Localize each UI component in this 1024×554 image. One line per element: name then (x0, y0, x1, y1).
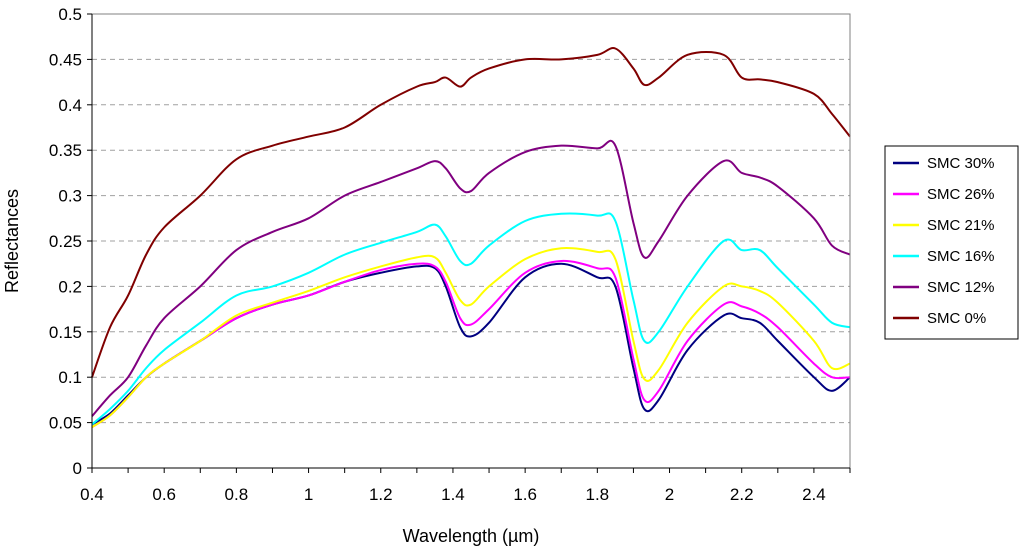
legend-label: SMC 0% (927, 310, 986, 327)
x-tick-label: 2.2 (730, 485, 754, 504)
x-tick-label: 1.2 (369, 485, 393, 504)
x-tick-label: 1.6 (513, 485, 537, 504)
y-tick-label: 0.4 (58, 96, 82, 115)
y-tick-label: 0.35 (49, 141, 82, 160)
y-axis-title: Reflectances (2, 189, 22, 293)
legend-label: SMC 30% (927, 155, 995, 172)
series-line-smc-16 (91, 212, 851, 426)
y-tick-label: 0 (73, 459, 82, 478)
x-tick-label: 1.8 (586, 485, 610, 504)
y-tick-label: 0.05 (49, 414, 82, 433)
series-line-smc-0 (91, 47, 851, 378)
legend-label: SMC 21% (927, 217, 995, 234)
y-tick-label: 0.3 (58, 187, 82, 206)
x-tick-label: 2.4 (802, 485, 826, 504)
y-tick-label: 0.15 (49, 323, 82, 342)
x-tick-label: 1 (304, 485, 313, 504)
legend-box (884, 145, 1019, 340)
x-tick-label: 0.6 (152, 485, 176, 504)
y-tick-label: 0.5 (58, 5, 82, 24)
y-tick-label: 0.1 (58, 368, 82, 387)
legend-label: SMC 12% (927, 279, 995, 296)
y-tick-label: 0.25 (49, 232, 82, 251)
y-tick-label: 0.45 (49, 50, 82, 69)
x-tick-label: 0.4 (80, 485, 104, 504)
x-tick-label: 2 (665, 485, 674, 504)
y-tick-label: 0.2 (58, 277, 82, 296)
x-axis-title: Wavelength (µm) (403, 526, 540, 546)
series-line-smc-21 (91, 246, 851, 428)
x-tick-label: 0.8 (225, 485, 249, 504)
series-layer (91, 47, 851, 428)
series-line-smc-12 (91, 139, 851, 417)
legend: SMC 30% SMC 26% SMC 21% SMC 16% SMC 12% SMC 0… (884, 145, 1019, 340)
legend-label: SMC 16% (927, 248, 995, 265)
x-tick-label: 1.4 (441, 485, 465, 504)
legend-label: SMC 26% (927, 186, 995, 203)
axes: 0 0.05 0.1 0.15 0.2 0.25 0.3 0.35 0.4 0.45 0.5 0.4 0… (49, 5, 851, 504)
